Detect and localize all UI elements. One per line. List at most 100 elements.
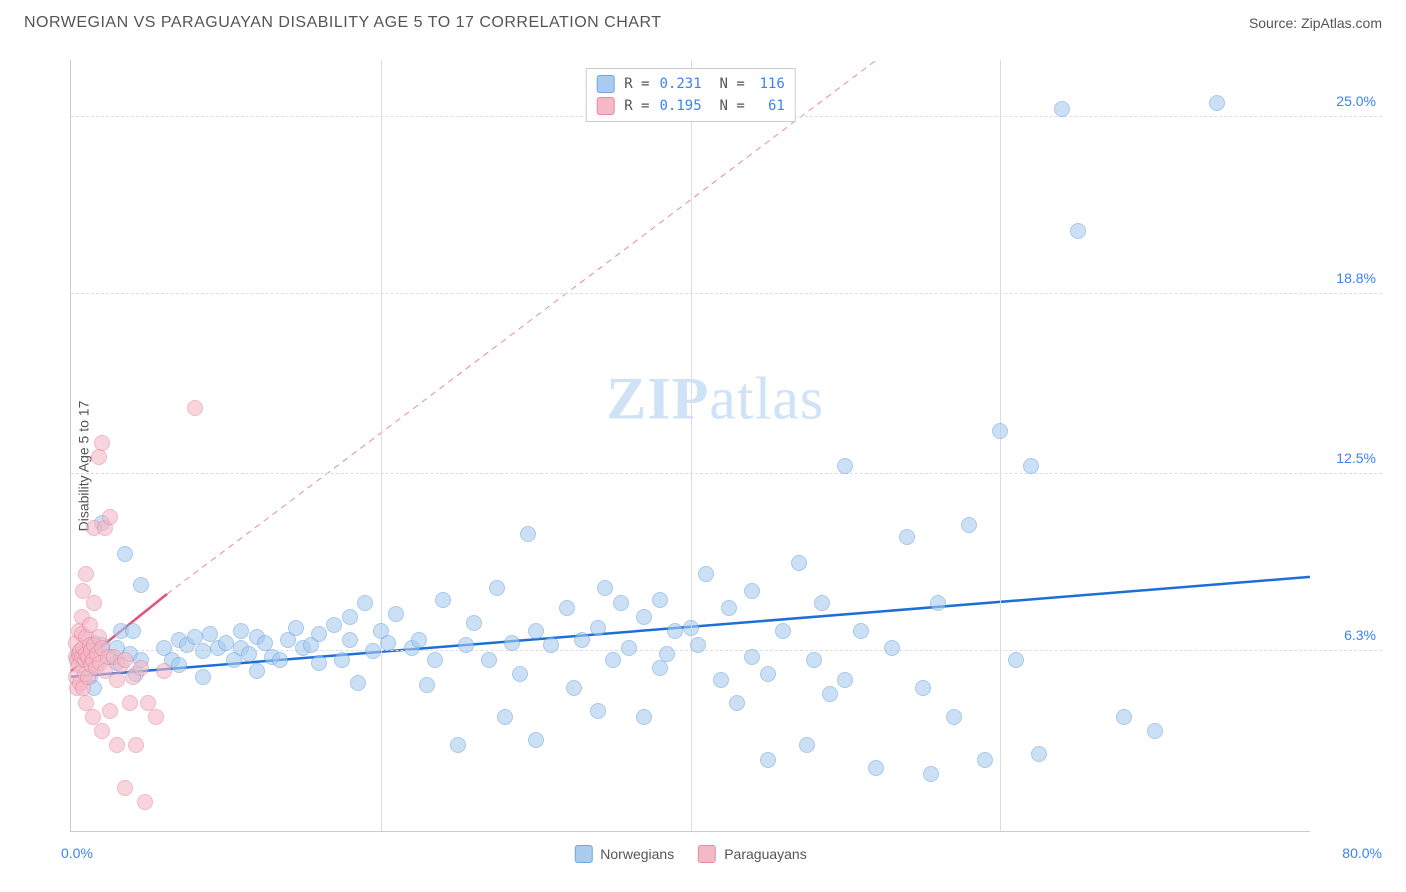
scatter-point (512, 666, 528, 682)
scatter-point (566, 680, 582, 696)
chart-container: Disability Age 5 to 17 ZIPatlas R = 0.23… (24, 50, 1382, 882)
scatter-point (528, 623, 544, 639)
scatter-point (1147, 723, 1163, 739)
scatter-point (94, 435, 110, 451)
scatter-point (822, 686, 838, 702)
scatter-point (1209, 95, 1225, 111)
scatter-point (466, 615, 482, 631)
scatter-point (133, 660, 149, 676)
scatter-point (915, 680, 931, 696)
legend-item: Norwegians (574, 845, 674, 863)
scatter-point (690, 637, 706, 653)
scatter-point (187, 400, 203, 416)
legend-swatch (596, 75, 614, 93)
legend-swatch (698, 845, 716, 863)
scatter-point (775, 623, 791, 639)
scatter-point (411, 632, 427, 648)
scatter-point (853, 623, 869, 639)
gridline-v (1000, 60, 1001, 831)
y-tick-label: 6.3% (1344, 627, 1376, 643)
scatter-point (334, 652, 350, 668)
scatter-point (837, 672, 853, 688)
scatter-point (504, 635, 520, 651)
scatter-point (806, 652, 822, 668)
scatter-point (109, 672, 125, 688)
scatter-point (590, 703, 606, 719)
scatter-point (122, 695, 138, 711)
scatter-point (218, 635, 234, 651)
watermark-bold: ZIP (606, 366, 709, 432)
scatter-point (148, 709, 164, 725)
scatter-point (791, 555, 807, 571)
scatter-point (744, 583, 760, 599)
scatter-point (388, 606, 404, 622)
gridline-h (71, 473, 1382, 474)
gridline-v (691, 60, 692, 831)
legend-swatch (574, 845, 592, 863)
scatter-point (435, 592, 451, 608)
scatter-point (272, 652, 288, 668)
scatter-point (117, 546, 133, 562)
scatter-point (1008, 652, 1024, 668)
scatter-point (133, 577, 149, 593)
watermark-light: atlas (709, 366, 824, 432)
scatter-point (713, 672, 729, 688)
scatter-point (528, 732, 544, 748)
scatter-point (1031, 746, 1047, 762)
scatter-point (574, 632, 590, 648)
scatter-point (1070, 223, 1086, 239)
scatter-point (450, 737, 466, 753)
scatter-point (1054, 101, 1070, 117)
scatter-point (590, 620, 606, 636)
y-tick-label: 18.8% (1336, 270, 1376, 286)
chart-title: NORWEGIAN VS PARAGUAYAN DISABILITY AGE 5… (24, 14, 662, 32)
scatter-point (652, 592, 668, 608)
source-label: Source: ZipAtlas.com (1249, 15, 1382, 31)
scatter-point (652, 660, 668, 676)
scatter-point (497, 709, 513, 725)
scatter-point (636, 609, 652, 625)
legend-n-label: N = (720, 98, 745, 114)
scatter-point (636, 709, 652, 725)
scatter-point (621, 640, 637, 656)
scatter-plot: ZIPatlas R = 0.231 N = 116 R = 0.195 N = 61… (70, 60, 1310, 832)
scatter-point (195, 669, 211, 685)
scatter-point (171, 657, 187, 673)
scatter-point (233, 623, 249, 639)
scatter-point (837, 458, 853, 474)
scatter-point (241, 646, 257, 662)
legend-item-label: Paraguayans (724, 846, 807, 862)
scatter-point (342, 632, 358, 648)
scatter-point (698, 566, 714, 582)
scatter-point (311, 655, 327, 671)
x-origin-label: 0.0% (61, 845, 93, 861)
scatter-point (884, 640, 900, 656)
legend-r-label: R = (624, 98, 649, 114)
scatter-point (961, 517, 977, 533)
scatter-point (597, 580, 613, 596)
scatter-point (85, 709, 101, 725)
scatter-point (930, 595, 946, 611)
scatter-point (249, 663, 265, 679)
scatter-point (659, 646, 675, 662)
scatter-point (350, 675, 366, 691)
legend-r-label: R = (624, 76, 649, 92)
scatter-point (125, 623, 141, 639)
scatter-point (977, 752, 993, 768)
scatter-point (128, 737, 144, 753)
scatter-point (117, 652, 133, 668)
scatter-point (288, 620, 304, 636)
scatter-point (427, 652, 443, 668)
scatter-point (729, 695, 745, 711)
legend-n-value: 61 (755, 98, 785, 114)
legend-n-value: 116 (755, 76, 785, 92)
scatter-point (86, 595, 102, 611)
legend-r-value: 0.231 (660, 76, 710, 92)
legend-r-value: 0.195 (660, 98, 710, 114)
scatter-point (868, 760, 884, 776)
scatter-point (946, 709, 962, 725)
scatter-point (923, 766, 939, 782)
y-tick-label: 12.5% (1336, 450, 1376, 466)
corr-legend-row: R = 0.195 N = 61 (596, 95, 785, 117)
scatter-point (102, 509, 118, 525)
